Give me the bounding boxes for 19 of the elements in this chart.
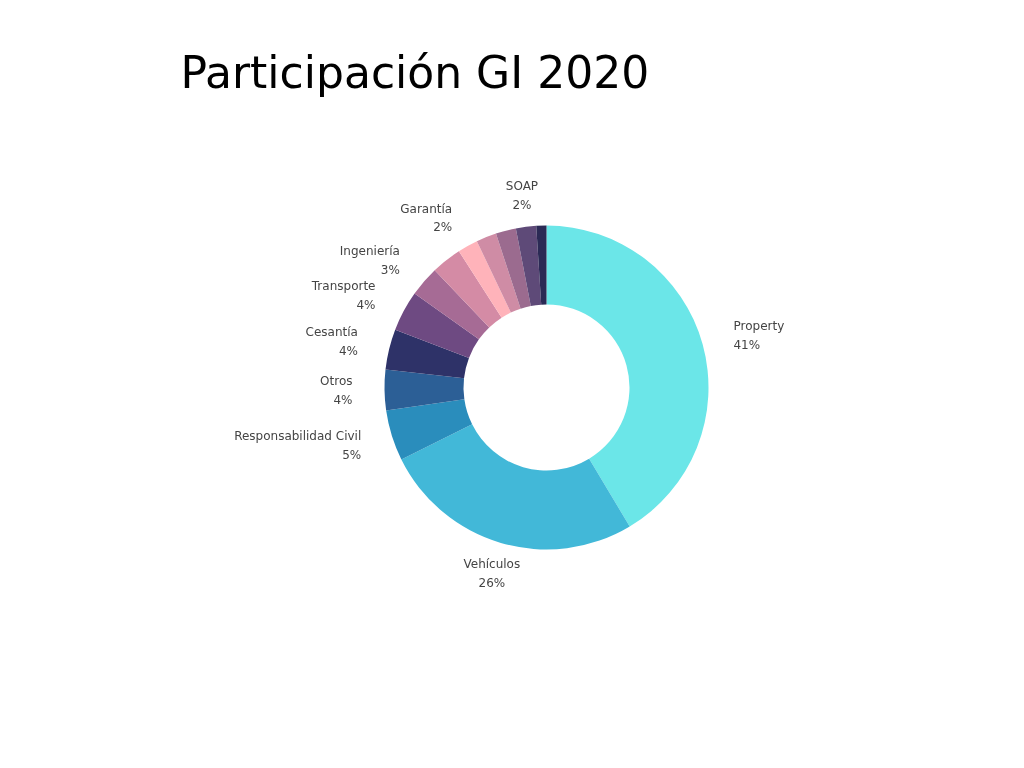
data-label: 4% <box>338 344 358 359</box>
chart-title: Participación GI 2020 <box>180 47 650 98</box>
data-label: 26% <box>478 576 506 591</box>
slice-label: Responsabilidad Civil <box>234 428 362 443</box>
data-label: 41% <box>733 338 761 353</box>
data-label: 2% <box>433 220 453 235</box>
slice-label: Transporte <box>310 279 376 294</box>
data-label: 5% <box>342 447 362 462</box>
slice-label: Vehículos <box>463 557 521 572</box>
slice-label: Ingeniería <box>339 244 400 259</box>
data-label: 4% <box>333 393 353 408</box>
data-label: 4% <box>356 298 376 313</box>
slice-label: Property <box>733 319 785 334</box>
slice-label: Garantía <box>400 201 453 216</box>
slice-label: Cesantía <box>305 325 358 340</box>
data-label: 2% <box>512 197 532 212</box>
slice-label: Otros <box>320 374 353 389</box>
slice-label: SOAP <box>505 178 539 193</box>
data-label: 3% <box>380 262 400 277</box>
